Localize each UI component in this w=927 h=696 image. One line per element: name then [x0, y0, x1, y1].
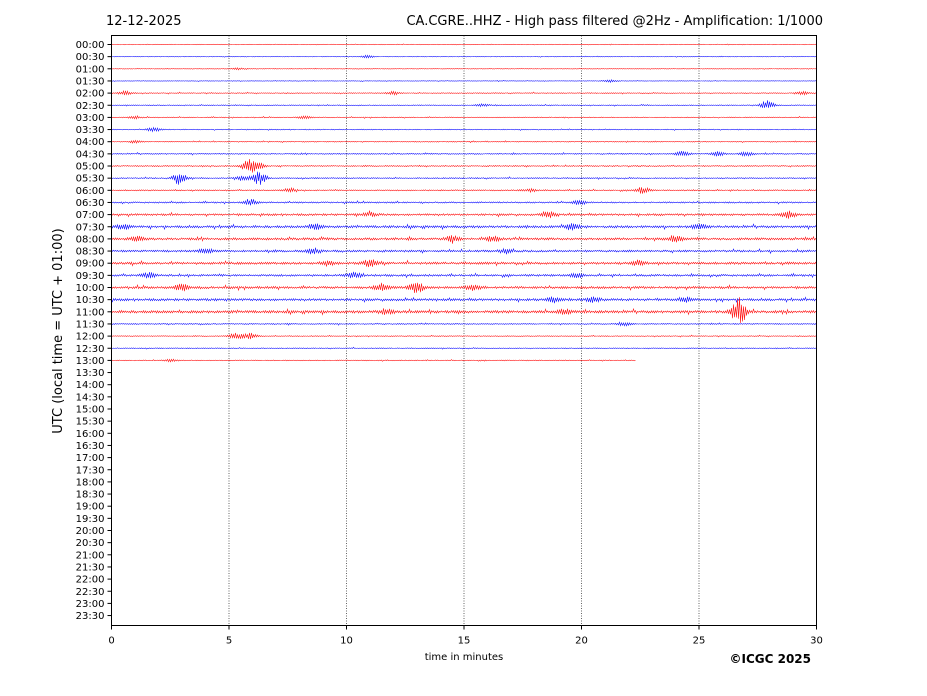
- y-tick-label: 04:00: [76, 137, 105, 148]
- copyright-label: ©ICGC 2025: [729, 652, 811, 666]
- y-tick-label: 03:30: [76, 125, 105, 136]
- x-tick-label: 25: [693, 636, 706, 647]
- y-tick-label: 12:30: [76, 344, 105, 355]
- y-tick-label: 23:00: [76, 599, 105, 610]
- x-tick-label: 10: [340, 636, 353, 647]
- trace-line: [111, 139, 817, 144]
- trace-line: [111, 297, 817, 324]
- y-tick-label: 03:00: [76, 113, 105, 124]
- trace-line: [111, 67, 817, 71]
- trace-line: [111, 223, 817, 231]
- y-tick-label: 21:30: [76, 562, 105, 573]
- plot-frame: [111, 35, 817, 626]
- trace-line: [111, 282, 817, 294]
- trace-line: [111, 259, 817, 268]
- trace-line: [111, 271, 817, 279]
- y-tick-label: 22:30: [76, 587, 105, 598]
- seismic-traces: [111, 43, 817, 363]
- x-tick-label: 30: [810, 636, 823, 647]
- trace-line: [111, 247, 817, 255]
- x-tick-label: 20: [575, 636, 588, 647]
- y-tick-label: 10:00: [76, 283, 105, 294]
- date-label: 12-12-2025: [106, 14, 182, 29]
- y-tick-label: 06:00: [76, 186, 105, 197]
- y-axis-label: UTC (local time = UTC + 01:00): [51, 228, 66, 433]
- vertical-gridlines: [228, 35, 700, 626]
- trace-line: [111, 150, 817, 157]
- trace-line: [111, 321, 817, 327]
- trace-line: [111, 43, 817, 46]
- y-tick-label: 01:00: [76, 64, 105, 75]
- y-tick-label: 06:30: [76, 198, 105, 209]
- y-tick-label: 09:30: [76, 271, 105, 282]
- trace-line: [111, 54, 817, 59]
- y-tick-label: 19:30: [76, 514, 105, 525]
- y-tick-label: 04:30: [76, 149, 105, 160]
- y-tick-label: 16:30: [76, 441, 105, 452]
- y-tick-label: 13:00: [76, 356, 105, 367]
- y-tick-label: 21:00: [76, 550, 105, 561]
- x-tick-label: 0: [108, 636, 114, 647]
- chart-title: CA.CGRE..HHZ - High pass filtered @2Hz -…: [406, 14, 823, 29]
- y-tick-label: 14:30: [76, 392, 105, 403]
- y-tick-label: 07:30: [76, 222, 105, 233]
- y-tick-label: 20:30: [76, 538, 105, 549]
- trace-line: [111, 126, 817, 133]
- y-tick-label: 19:00: [76, 502, 105, 513]
- x-axis-label: time in minutes: [425, 652, 504, 663]
- trace-line: [111, 186, 817, 194]
- trace-line: [111, 198, 817, 206]
- y-tick-label: 10:30: [76, 295, 105, 306]
- y-tick-label: 02:00: [76, 89, 105, 100]
- x-tick-label: 15: [458, 636, 471, 647]
- trace-line: [111, 115, 817, 120]
- trace-line: [111, 332, 817, 340]
- y-tick-label: 18:30: [76, 490, 105, 501]
- y-tick-label: 07:00: [76, 210, 105, 221]
- trace-line: [111, 296, 817, 304]
- y-tick-label: 11:30: [76, 319, 105, 330]
- y-tick-label: 12:00: [76, 332, 105, 343]
- y-tick-label: 00:30: [76, 52, 105, 63]
- y-tick-label: 01:30: [76, 76, 105, 87]
- trace-line: [111, 79, 817, 84]
- y-tick-label: 05:30: [76, 174, 105, 185]
- y-tick-label: 16:00: [76, 429, 105, 440]
- trace-line: [111, 158, 817, 173]
- y-tick-label: 05:00: [76, 162, 105, 173]
- y-tick-label: 23:30: [76, 611, 105, 622]
- y-tick-label: 17:00: [76, 453, 105, 464]
- trace-line: [111, 171, 817, 185]
- y-tick-label: 22:00: [76, 575, 105, 586]
- trace-line: [111, 235, 817, 244]
- trace-line: [111, 100, 817, 108]
- trace-line: [111, 89, 817, 96]
- trace-line: [111, 358, 636, 363]
- y-tick-label: 17:30: [76, 465, 105, 476]
- y-tick-label: 11:00: [76, 307, 105, 318]
- y-tick-label: 09:00: [76, 259, 105, 270]
- y-tick-label: 18:00: [76, 477, 105, 488]
- y-tick-label: 15:30: [76, 417, 105, 428]
- x-axis-ticks: 0 5 10 15 20 25 30: [108, 625, 823, 647]
- y-tick-label: 14:00: [76, 380, 105, 391]
- y-tick-label: 13:30: [76, 368, 105, 379]
- y-tick-label: 08:30: [76, 247, 105, 258]
- y-tick-label: 15:00: [76, 405, 105, 416]
- x-tick-label: 5: [226, 636, 232, 647]
- y-tick-label: 00:00: [76, 40, 105, 51]
- y-tick-label: 02:30: [76, 101, 105, 112]
- trace-line: [111, 346, 817, 350]
- y-tick-label: 20:00: [76, 526, 105, 537]
- y-tick-label: 08:00: [76, 234, 105, 245]
- trace-line: [111, 210, 817, 219]
